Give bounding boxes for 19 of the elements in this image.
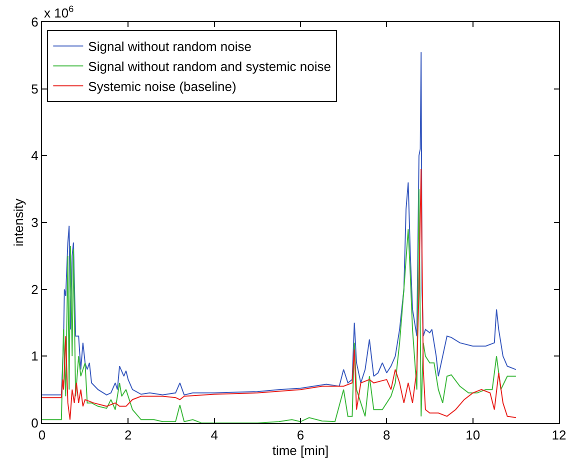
legend-label: Signal without random noise [88,39,252,54]
y-tick-label: 4 [31,148,38,164]
y-axis-title: intensity [11,198,26,246]
x-tick-label: 12 [552,428,566,443]
x-tick-label: 2 [124,428,132,443]
x-tick-label: 6 [296,428,304,443]
y-tick-label: 2 [31,282,38,297]
y-tick-label: 1 [31,348,38,364]
x-tick-label: 8 [383,428,390,443]
legend-label: Signal without random and systemic noise [88,58,331,74]
y-tick-label: 6 [31,14,38,30]
x-tick-label: 4 [210,428,218,443]
y-tick-label: 0 [31,416,38,431]
y-tick-label: 3 [31,215,38,230]
x-axis-title: time [min] [272,443,329,458]
text: x 10$^{6}$ [44,4,74,20]
y-tick-label: 5 [31,81,38,96]
x-tick-label: 10 [466,428,480,443]
legend-label: Systemic noise (baseline) [88,78,236,94]
